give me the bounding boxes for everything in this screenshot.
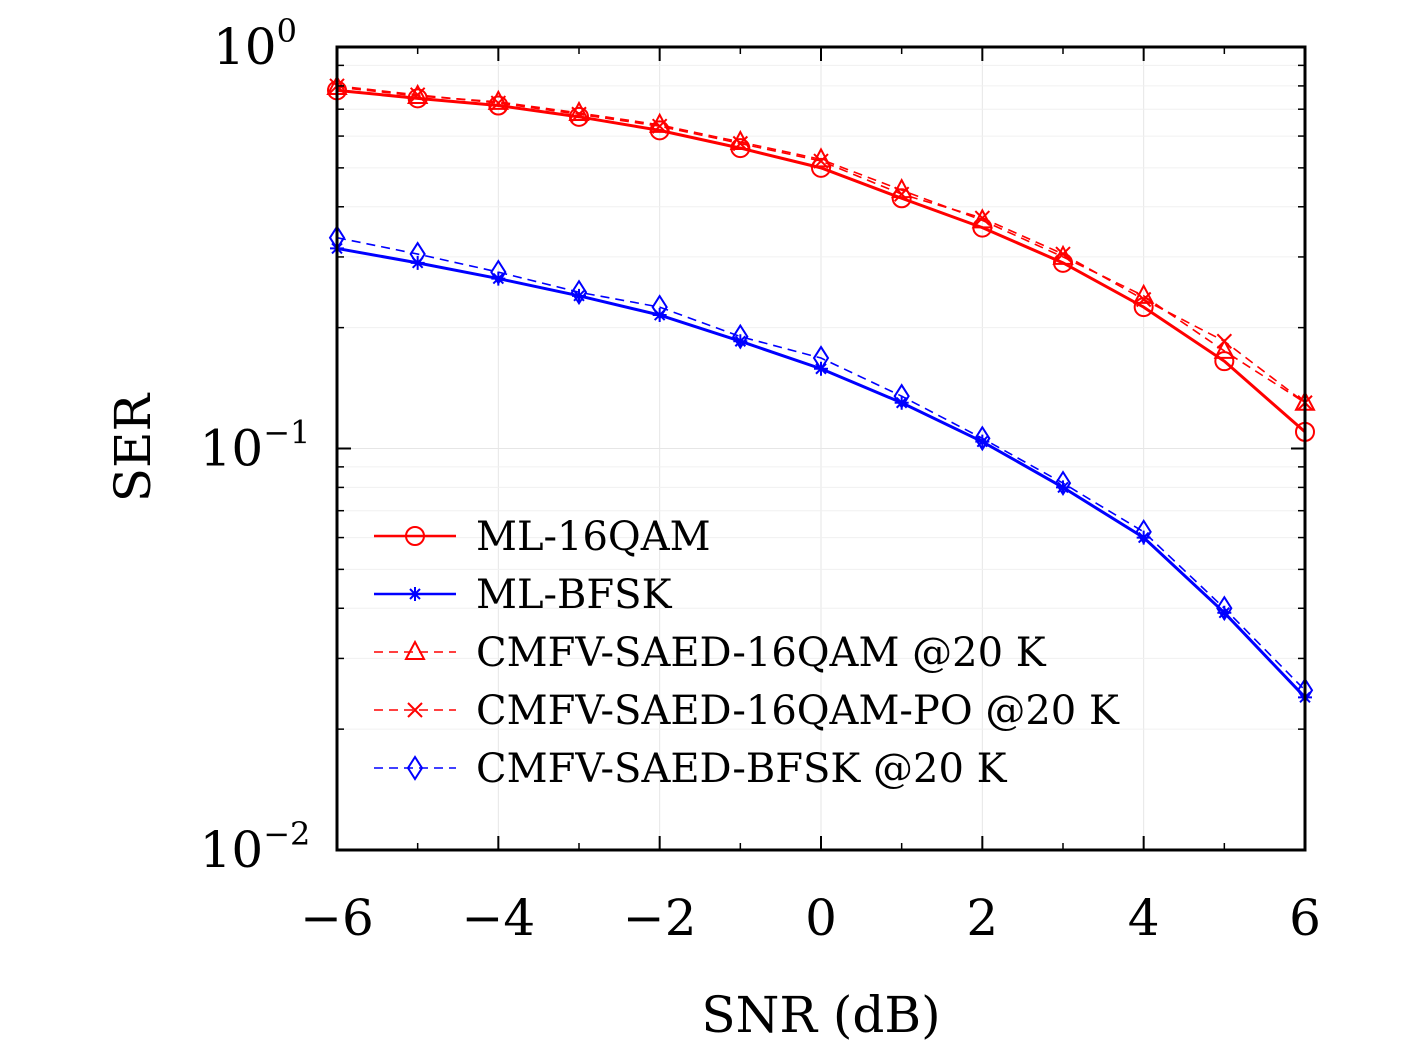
x-tick-label: 4 bbox=[1128, 889, 1160, 947]
legend-item: CMFV-SAED-16QAM-PO @20 K bbox=[374, 688, 1120, 734]
legend-label: CMFV-SAED-BFSK @20 K bbox=[476, 746, 1008, 792]
legend-label: ML-16QAM bbox=[476, 514, 711, 560]
data-point bbox=[1133, 297, 1154, 318]
data-point bbox=[487, 89, 509, 110]
legend-item: CMFV-SAED-BFSK @20 K bbox=[374, 746, 1008, 792]
y-tick-base: 10 bbox=[200, 821, 264, 879]
axis-ticks bbox=[336, 46, 1306, 851]
data-point bbox=[491, 271, 506, 286]
y-tick-label: 100 bbox=[213, 12, 297, 76]
data-point bbox=[974, 425, 991, 452]
data-point bbox=[814, 361, 828, 376]
legend-label: CMFV-SAED-16QAM @20 K bbox=[476, 630, 1047, 676]
data-point bbox=[649, 120, 670, 141]
y-tick-exponent: −2 bbox=[263, 815, 310, 853]
y-tick-base: 10 bbox=[213, 18, 277, 76]
series-line bbox=[336, 236, 1306, 691]
data-point bbox=[894, 395, 909, 410]
data-point bbox=[652, 308, 667, 323]
series-1 bbox=[330, 241, 1312, 705]
x-tick-labels: −6 −4 −2 0 2 4 6 bbox=[300, 889, 1321, 947]
y-tick-label: 10−2 bbox=[200, 815, 311, 879]
data-point bbox=[730, 138, 751, 159]
data-point bbox=[1214, 351, 1235, 372]
data-point bbox=[488, 95, 509, 116]
data-point bbox=[572, 288, 586, 303]
legend-marker bbox=[406, 755, 424, 781]
series-0 bbox=[327, 80, 1315, 442]
data-point bbox=[568, 100, 590, 121]
data-point bbox=[1213, 338, 1235, 359]
data-point bbox=[811, 157, 831, 178]
data-point bbox=[410, 255, 425, 270]
x-tick-label: −4 bbox=[461, 889, 535, 947]
legend-label: CMFV-SAED-16QAM-PO @20 K bbox=[476, 688, 1120, 734]
data-point bbox=[975, 434, 990, 449]
data-point bbox=[1136, 530, 1151, 545]
legend-item: ML-BFSK bbox=[374, 572, 673, 618]
series-line bbox=[336, 86, 1306, 404]
data-point bbox=[569, 106, 589, 127]
data-point bbox=[1056, 480, 1070, 495]
y-tick-base: 10 bbox=[200, 420, 264, 478]
data-point bbox=[570, 279, 588, 306]
data-point bbox=[733, 334, 748, 349]
legend-label: ML-BFSK bbox=[476, 572, 673, 618]
data-point bbox=[1217, 605, 1232, 620]
legend-item: CMFV-SAED-16QAM @20 K bbox=[374, 630, 1047, 676]
data-point bbox=[1053, 252, 1073, 273]
y-tick-exponent: 0 bbox=[277, 12, 297, 50]
x-tick-label: 2 bbox=[966, 889, 998, 947]
grid bbox=[336, 46, 1306, 851]
x-axis-title: SNR (dB) bbox=[701, 986, 940, 1044]
legend: ML-16QAM ML-BFSK CMFV-SAED-16QAM @20 K CMFV… bbox=[374, 514, 1120, 792]
y-axis-title: SER bbox=[104, 392, 162, 502]
data-point bbox=[1216, 333, 1233, 349]
x-tick-label: −6 bbox=[300, 889, 374, 947]
legend-marker bbox=[404, 639, 426, 660]
legend-item: ML-16QAM bbox=[374, 514, 711, 560]
series-line bbox=[336, 88, 1306, 434]
x-tick-label: 6 bbox=[1289, 889, 1321, 947]
y-tick-label: 10−1 bbox=[200, 414, 311, 478]
x-tick-label: −2 bbox=[623, 889, 697, 947]
data-point bbox=[891, 188, 912, 209]
legend-marker bbox=[407, 702, 423, 718]
legend-marker bbox=[405, 526, 425, 546]
x-tick-label: 0 bbox=[805, 889, 837, 947]
data-point bbox=[407, 88, 428, 109]
y-tick-exponent: −1 bbox=[263, 414, 310, 452]
data-point bbox=[972, 217, 993, 238]
legend-marker bbox=[408, 587, 422, 601]
